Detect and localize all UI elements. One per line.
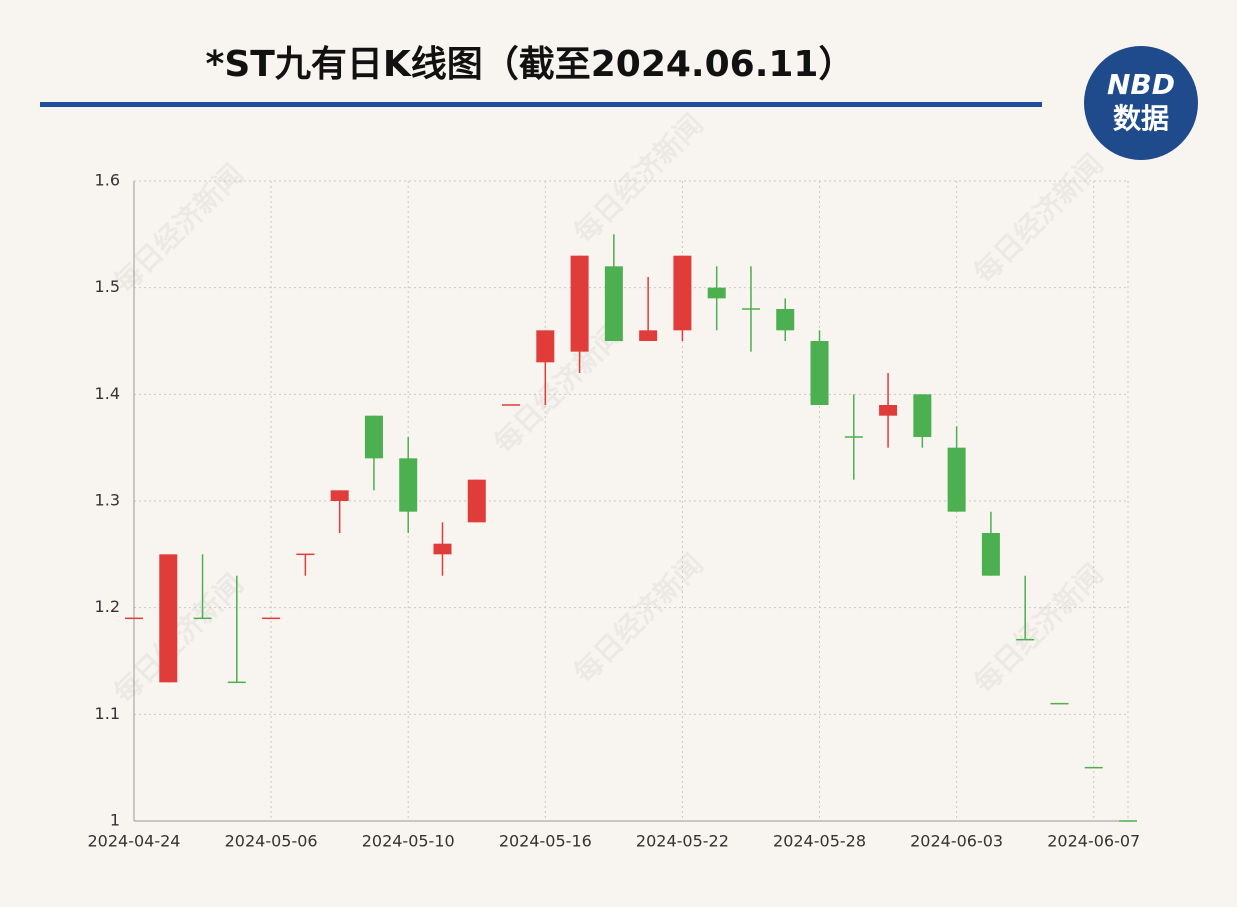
candle-body xyxy=(1016,638,1035,641)
y-tick-label: 1.6 xyxy=(95,171,120,190)
candle-body xyxy=(604,266,623,341)
candle-body xyxy=(159,554,178,683)
candle-body xyxy=(639,330,658,341)
candle-body xyxy=(1050,702,1069,705)
candle-body xyxy=(193,617,212,620)
candle-body xyxy=(981,533,1000,576)
candle-body xyxy=(947,447,966,512)
y-tick-label: 1.4 xyxy=(95,384,120,403)
x-tick-label: 2024-05-06 xyxy=(225,832,318,851)
x-tick-label: 2024-05-10 xyxy=(362,832,455,851)
y-tick-label: 1 xyxy=(110,811,120,830)
watermark: 每日经济新闻 xyxy=(568,108,710,250)
x-tick-label: 2024-06-07 xyxy=(1047,832,1140,851)
watermark: 每日经济新闻 xyxy=(968,148,1110,290)
logo-top: NBD xyxy=(1107,68,1175,101)
candle-body xyxy=(227,681,246,684)
candle-body xyxy=(262,617,281,620)
candle-body xyxy=(879,405,898,416)
candle-body xyxy=(1119,820,1137,822)
title-rule xyxy=(40,102,1042,107)
candle-body xyxy=(741,308,760,310)
y-tick-label: 1.1 xyxy=(95,704,120,723)
candle-body xyxy=(467,479,486,523)
candle-body xyxy=(399,458,418,512)
x-tick-label: 2024-05-28 xyxy=(773,832,866,851)
x-tick-label: 2024-05-16 xyxy=(499,832,592,851)
watermark: 每日经济新闻 xyxy=(108,158,250,300)
y-tick-label: 1.3 xyxy=(95,491,120,510)
candle-body xyxy=(296,553,315,556)
candle-body xyxy=(707,287,726,299)
candle-body xyxy=(364,415,383,459)
y-tick-label: 1.2 xyxy=(95,597,120,616)
candle-body xyxy=(125,617,143,620)
y-tick-label: 1.5 xyxy=(95,277,120,296)
candle-body xyxy=(433,543,452,555)
candle-body xyxy=(330,490,349,501)
candle-body xyxy=(673,255,692,331)
watermark: 每日经济新闻 xyxy=(968,558,1110,700)
candle-body xyxy=(1084,766,1103,769)
candle-body xyxy=(810,341,829,405)
chart-title: *ST九有日K线图（截至2024.06.11） xyxy=(206,44,855,85)
candle-body xyxy=(536,330,555,363)
x-tick-label: 2024-06-03 xyxy=(910,832,1003,851)
x-tick-label: 2024-05-22 xyxy=(636,832,729,851)
x-tick-label: 2024-04-24 xyxy=(88,832,181,851)
candle-body xyxy=(913,394,932,437)
candle-body xyxy=(776,309,795,331)
watermark: 每日经济新闻 xyxy=(568,548,710,690)
logo xyxy=(1084,46,1198,160)
candle-body xyxy=(502,404,521,406)
candle-body xyxy=(570,255,589,352)
logo-bottom: 数据 xyxy=(1113,102,1169,135)
candle-body xyxy=(844,436,863,438)
watermark: 每日经济新闻 xyxy=(108,568,250,710)
